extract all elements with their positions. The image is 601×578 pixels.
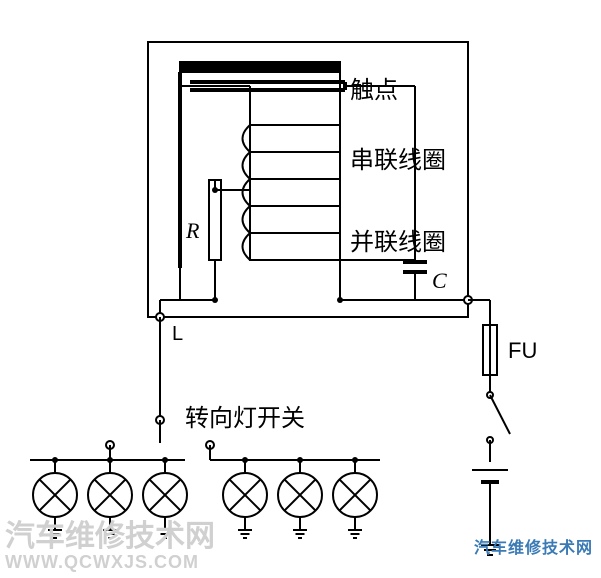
watermark-bl-line1: 汽车维修技术网 [5,520,215,553]
label-L: L [172,323,183,346]
label-series-coil: 串联线圈 [350,140,446,175]
circuit-diagram [0,0,601,578]
watermark-bottom-left: 汽车维修技术网 WWW.QCWXJS.COM [5,520,215,573]
label-FU: FU [508,338,537,364]
label-C: C [432,268,447,294]
watermark-bl-line2: WWW.QCWXJS.COM [5,553,215,573]
watermark-bottom-right: 汽车维修技术网 [474,534,593,558]
label-R: R [186,218,199,244]
label-contact: 触点 [350,70,398,105]
label-parallel-coil: 并联线圈 [350,222,446,257]
label-turn-switch: 转向灯开关 [185,398,305,433]
